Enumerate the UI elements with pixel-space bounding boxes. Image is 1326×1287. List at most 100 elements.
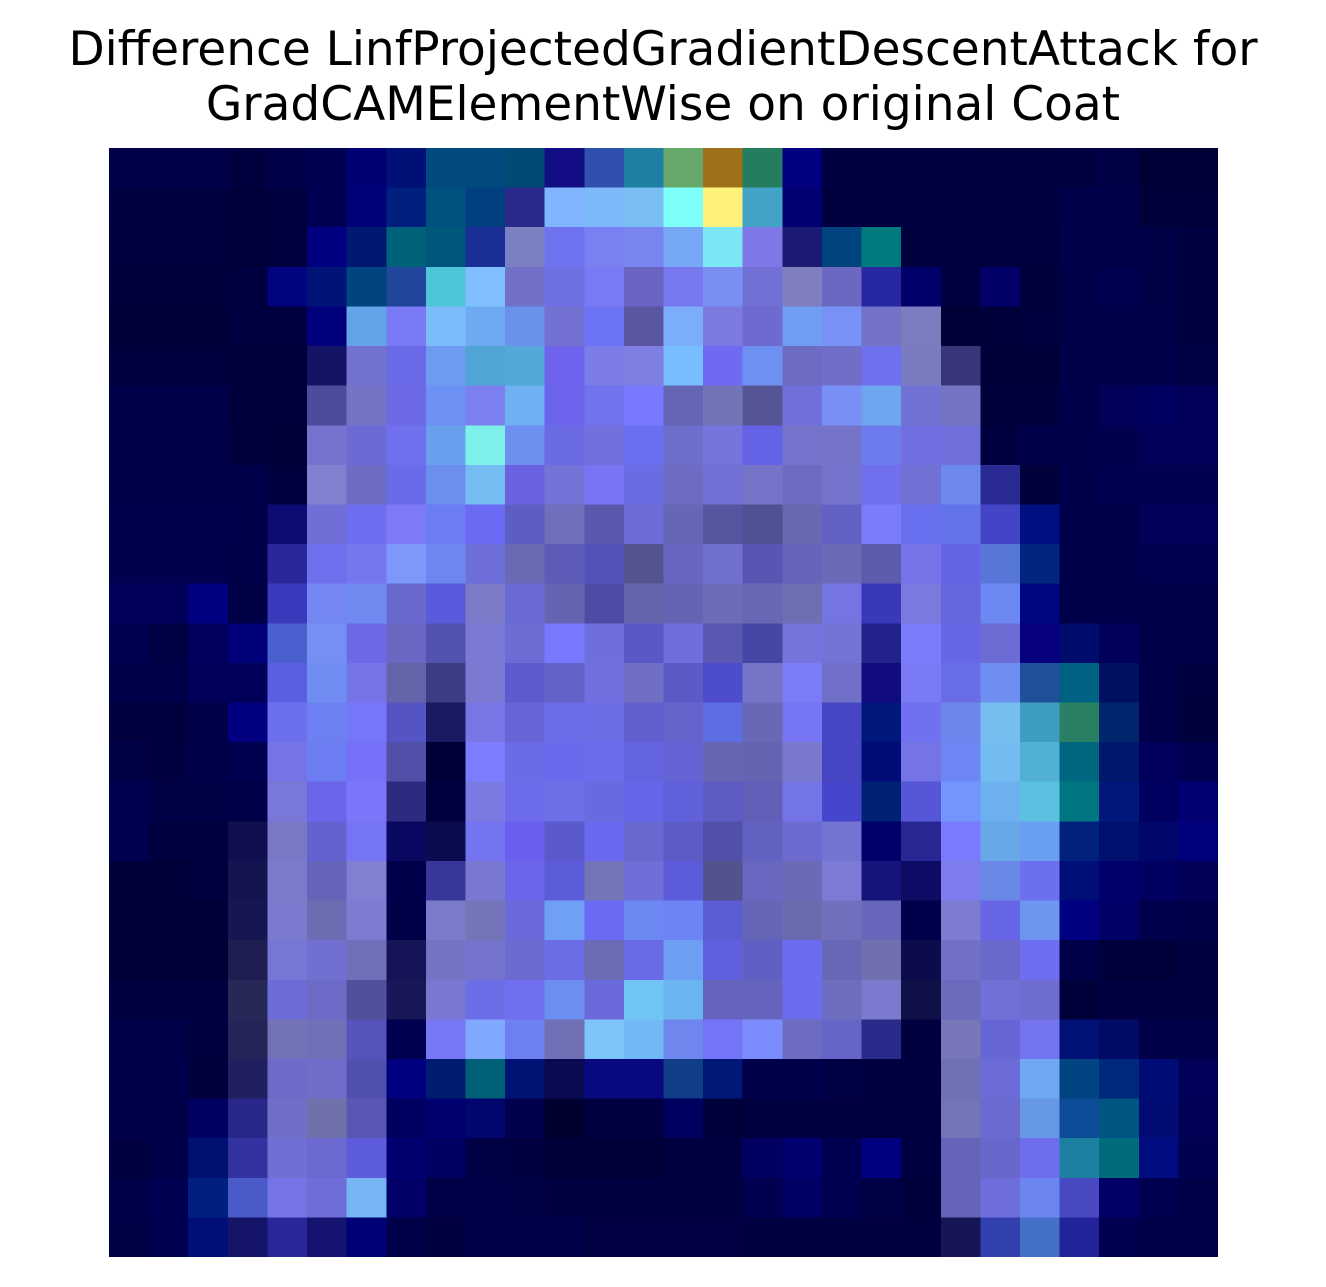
heatmap-cell-r24-c1 [148,1098,189,1139]
heatmap-cell-r0-c19 [861,148,902,189]
heatmap-cell-r25-c6 [346,1138,387,1179]
heatmap-cell-r12-c8 [425,623,467,664]
heatmap-cell-r12-c17 [782,623,823,664]
heatmap-cell-r4-c27 [1178,306,1218,347]
heatmap-cell-r0-c6 [346,148,387,189]
heatmap-cell-r17-c6 [346,821,387,862]
heatmap-cell-r2-c9 [465,227,506,268]
heatmap-cell-r5-c12 [584,346,625,387]
heatmap-cell-r17-c8 [425,821,467,862]
heatmap-cell-r22-c22 [980,1019,1021,1060]
heatmap-cell-r25-c18 [821,1138,863,1179]
heatmap-cell-r17-c1 [148,821,189,862]
heatmap-cell-r27-c14 [663,1217,704,1257]
heatmap-cell-r2-c16 [742,227,783,268]
heatmap-cell-r10-c5 [307,544,348,585]
heatmap-cell-r14-c20 [901,702,942,743]
heatmap-cell-r10-c8 [425,544,467,585]
heatmap-cell-r17-c2 [188,821,229,862]
heatmap-cell-r5-c13 [623,346,665,387]
heatmap-cell-r9-c9 [465,504,506,545]
heatmap-cell-r16-c9 [465,781,506,822]
heatmap-cell-r17-c9 [465,821,506,862]
heatmap-cell-r12-c3 [227,623,269,664]
heatmap-cell-r13-c24 [1059,662,1100,704]
heatmap-cell-r11-c13 [623,583,665,624]
heatmap-cell-r11-c1 [148,583,189,624]
heatmap-cell-r25-c4 [267,1138,308,1179]
heatmap-cell-r18-c5 [307,860,348,902]
heatmap-cell-r24-c22 [980,1098,1021,1139]
heatmap-cell-r8-c22 [980,464,1021,506]
heatmap-cell-r6-c20 [901,385,942,426]
heatmap-cell-r22-c6 [346,1019,387,1060]
heatmap-cell-r26-c3 [227,1177,269,1218]
heatmap-cell-r10-c13 [623,544,665,585]
heatmap-cell-r22-c3 [227,1019,269,1060]
heatmap-cell-r25-c10 [505,1138,546,1179]
heatmap-cell-r5-c7 [386,346,427,387]
heatmap-cell-r7-c16 [742,425,783,466]
heatmap-cell-r14-c4 [267,702,308,743]
heatmap-cell-r26-c10 [505,1177,546,1218]
heatmap-cell-r21-c3 [227,979,269,1020]
heatmap-cell-r16-c6 [346,781,387,822]
heatmap-cell-r4-c21 [940,306,981,347]
heatmap-cell-r18-c17 [782,860,823,902]
heatmap-cell-r16-c27 [1178,781,1218,822]
heatmap-cell-r8-c0 [109,464,150,506]
heatmap-cell-r5-c17 [782,346,823,387]
heatmap-cell-r19-c23 [1019,900,1061,941]
heatmap-cell-r9-c13 [623,504,665,545]
heatmap-cell-r23-c24 [1059,1058,1100,1100]
heatmap-cell-r27-c22 [980,1217,1021,1257]
heatmap-cell-r22-c21 [940,1019,981,1060]
heatmap-cell-r14-c15 [703,702,744,743]
heatmap-cell-r20-c16 [742,940,783,981]
heatmap-cell-r18-c0 [109,860,150,902]
heatmap-cell-r16-c17 [782,781,823,822]
chart-title: Difference LinfProjectedGradientDescentA… [0,22,1326,132]
heatmap-cell-r6-c11 [544,385,585,426]
heatmap-cell-r3-c25 [1099,266,1140,308]
heatmap-cell-r15-c25 [1099,742,1140,783]
heatmap-cell-r3-c18 [821,266,863,308]
heatmap-cell-r10-c25 [1099,544,1140,585]
heatmap-cell-r23-c2 [188,1058,229,1100]
heatmap-cell-r2-c24 [1059,227,1100,268]
heatmap-cell-r9-c4 [267,504,308,545]
heatmap-cell-r8-c23 [1019,464,1061,506]
heatmap-cell-r11-c0 [109,583,150,624]
heatmap-cell-r20-c26 [1138,940,1179,981]
heatmap-cell-r12-c25 [1099,623,1140,664]
heatmap-cell-r10-c20 [901,544,942,585]
heatmap-cell-r4-c17 [782,306,823,347]
heatmap-cell-r16-c12 [584,781,625,822]
heatmap-cell-r7-c9 [465,425,506,466]
heatmap-cell-r21-c4 [267,979,308,1020]
heatmap-cell-r25-c22 [980,1138,1021,1179]
heatmap-cell-r9-c12 [584,504,625,545]
heatmap-cell-r23-c3 [227,1058,269,1100]
heatmap-cell-r7-c23 [1019,425,1061,466]
heatmap-cell-r23-c6 [346,1058,387,1100]
heatmap-cell-r3-c16 [742,266,783,308]
heatmap-cell-r10-c6 [346,544,387,585]
heatmap-cell-r27-c2 [188,1217,229,1257]
heatmap-cell-r8-c25 [1099,464,1140,506]
heatmap-cell-r7-c1 [148,425,189,466]
heatmap-cell-r9-c10 [505,504,546,545]
heatmap-cell-r27-c10 [505,1217,546,1257]
heatmap-cell-r9-c26 [1138,504,1179,545]
heatmap-cell-r2-c26 [1138,227,1179,268]
heatmap-cell-r27-c4 [267,1217,308,1257]
heatmap-cell-r13-c19 [861,662,902,704]
heatmap-cell-r3-c15 [703,266,744,308]
heatmap-cell-r20-c25 [1099,940,1140,981]
heatmap-cell-r14-c9 [465,702,506,743]
heatmap-cell-r26-c27 [1178,1177,1218,1218]
heatmap-cell-r18-c13 [623,860,665,902]
heatmap-cell-r9-c7 [386,504,427,545]
heatmap-cell-r2-c27 [1178,227,1218,268]
heatmap-cell-r8-c20 [901,464,942,506]
